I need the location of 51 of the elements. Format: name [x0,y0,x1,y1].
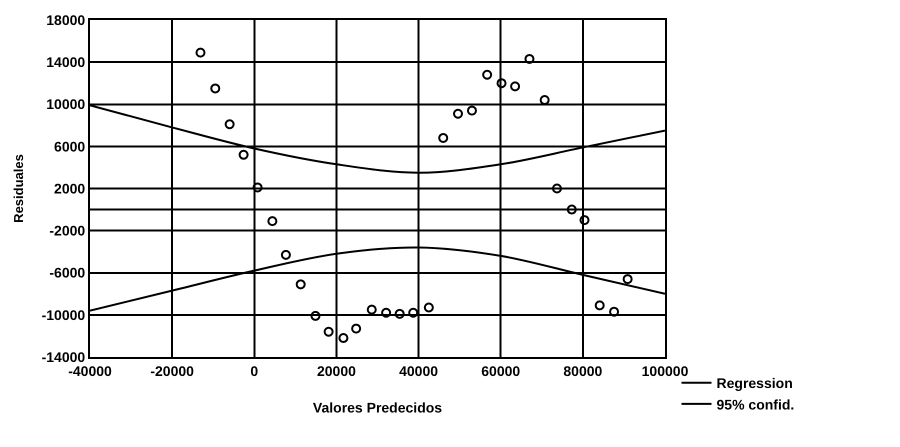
point [351,324,362,334]
point [366,304,377,315]
point [238,150,249,160]
y-tick-label: 2000 [54,180,86,196]
point [408,308,418,318]
x-tick-label: -40000 [68,362,112,379]
point [324,326,334,337]
y-tick-label: 10000 [46,96,86,112]
x-tick-label: 20000 [316,362,356,379]
y-tick-label: 14000 [46,54,86,70]
y-tick-label: -6000 [49,264,86,281]
point [424,302,434,312]
x-tick-label: 60000 [481,362,520,379]
x-tick-label: 100000 [642,362,689,379]
point [580,215,590,226]
point [280,250,291,260]
point [267,216,278,226]
y-tick-label: 6000 [54,138,86,154]
point [622,274,633,284]
legend-label: Regression [716,375,793,392]
point [338,333,348,344]
x-tick-label: 80000 [563,362,603,379]
y-tick-label: -2000 [49,222,86,239]
point [438,132,448,143]
point [394,308,405,319]
y-tick-label: 18000 [46,12,86,28]
point [381,308,392,318]
y-axis-title: Residuales [11,154,26,223]
y-tick-label: -10000 [42,306,86,323]
point [482,70,492,80]
x-tick-label: 40000 [399,362,438,379]
point [224,119,235,130]
point [566,204,577,215]
point [195,48,206,58]
x-tick-label: -20000 [150,362,194,379]
point [524,54,534,64]
point [510,81,520,92]
point [552,184,562,194]
x-tick-label: 0 [250,362,258,379]
point [609,306,620,317]
x-axis-title: Valores Predecidos [312,400,442,416]
point [453,108,463,119]
point [210,83,220,94]
point [310,310,320,321]
point [496,78,507,88]
point [252,182,263,192]
point [296,279,306,290]
point [594,300,605,310]
legend-label: 95% confid. [716,396,794,412]
y-tick-label: -14000 [42,348,86,365]
point [466,106,477,116]
